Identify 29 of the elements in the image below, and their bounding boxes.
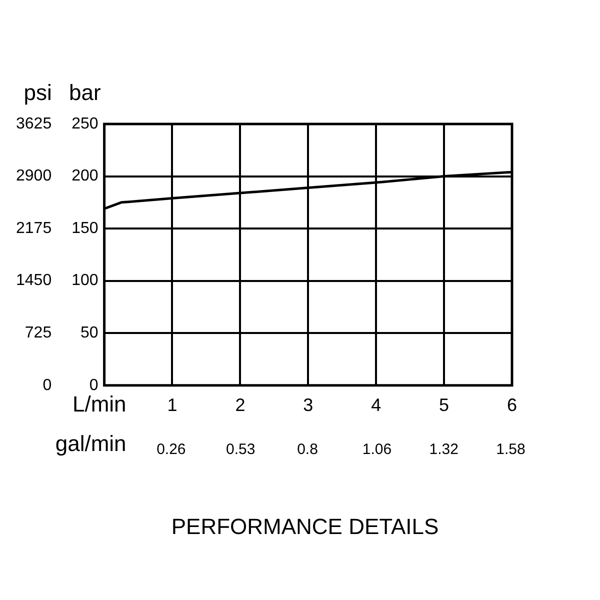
y2-tick-label: 0 [42, 376, 52, 394]
y-tick-label: 150 [72, 220, 98, 237]
y2-tick-label: 2900 [16, 168, 52, 185]
x-tick-label: 3 [303, 395, 314, 416]
y2-axis-title: psi [24, 80, 52, 106]
y-tick-label: 200 [72, 168, 98, 185]
y-tick-label: 100 [72, 272, 98, 290]
y2-tick-label: 725 [24, 324, 52, 342]
y-tick-label: 50 [80, 324, 98, 342]
y2-tick-label: 1450 [16, 272, 52, 290]
x-tick-label: 2 [235, 395, 246, 416]
x-tick-label: 1 [167, 395, 178, 416]
y-axis-title: bar [69, 80, 101, 106]
x2-tick-label: 0.8 [297, 441, 318, 458]
text: PERFORMANCE DETAILS [171, 514, 439, 540]
x-tick-label: 5 [439, 395, 450, 416]
x-tick-label: 6 [506, 395, 518, 416]
x-tick-label: 4 [371, 395, 382, 416]
y-tick-label: 0 [89, 376, 98, 394]
x2-tick-label: 0.53 [226, 441, 256, 458]
y2-tick-label: 3625 [16, 115, 52, 132]
x2-tick-label: 0.26 [156, 441, 186, 458]
x2-tick-label: 1.58 [496, 441, 526, 458]
x2-tick-label: 1.06 [362, 441, 392, 458]
x-axis-title: L/min [72, 391, 126, 416]
x2-tick-label: 1.32 [429, 441, 458, 458]
x2-axis-title: gal/min [55, 431, 126, 456]
y2-tick-label: 2175 [16, 220, 52, 237]
y-tick-label: 250 [72, 115, 98, 132]
